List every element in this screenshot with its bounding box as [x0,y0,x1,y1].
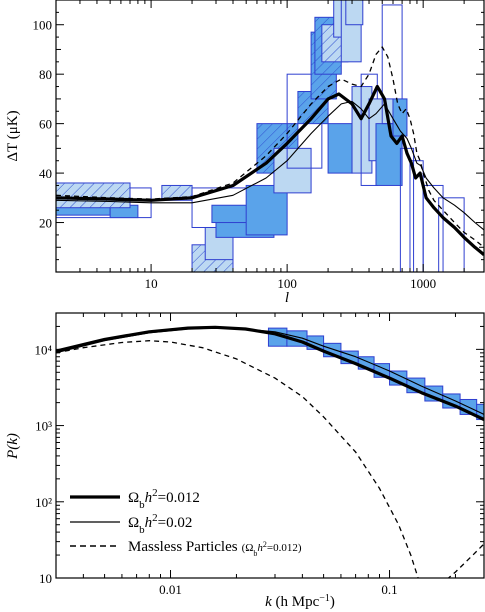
pk-legend: Ωbh2=0.012 Ωbh2=0.02 Massless Particles(… [70,487,302,558]
cmb-data-box [345,0,364,26]
pk-x-tick-label: 0.01 [159,582,182,597]
pk-ylabel: P(k) [5,433,21,460]
pk-x-tick-label: 0.1 [381,582,397,597]
pk-xlabel: k (h Mpc−1) [265,593,335,611]
cmb-x-tick-label: 1000 [410,276,436,291]
cmb-y-tick-label: 40 [39,166,52,181]
cmb-data-box [392,98,408,137]
legend-label-2: Ωbh2=0.02 [128,512,192,536]
pk-y-tick-label: 10² [35,495,52,510]
pk-model-curves [56,325,484,578]
cmb-y-tick-label: 100 [33,18,53,33]
cmb-y-tick-label: 60 [39,117,52,132]
pk-curve-thin [56,327,484,415]
cmb-curve-dashed [56,46,484,248]
pk-y-tick-label: 10 [39,571,52,586]
cmb-xlabel: l [285,290,289,306]
cmb-panel: 10 100 1000 20 40 60 80 100 l ΔT (μK) [5,0,485,306]
cmb-curve-thin [56,100,484,231]
legend-label-1: Ωbh2=0.012 [128,487,200,511]
legend-label-3: Massless Particles (Ωbh2=0.012) [128,539,302,558]
cmb-x-tick-label: 100 [277,276,297,291]
cmb-model-curves [56,46,484,256]
cmb-data-box [245,184,288,236]
cmb-x-tick-label: 10 [145,276,158,291]
cmb-ylabel: ΔT (μK) [5,110,21,161]
cmb-y-tick-label: 20 [39,216,52,231]
cmb-ticks: 10 100 1000 20 40 60 80 100 [33,0,484,291]
cmb-y-tick-label: 80 [39,67,52,82]
pk-ticks: 0.01 0.1 10 10² 10³ 10⁴ [34,312,484,597]
pk-curve-thick [56,325,484,421]
pk-y-tick-label: 10⁴ [34,342,52,357]
power-spectrum-panel: 0.01 0.1 10 10² 10³ 10⁴ k (h Mpc−1) P(k) Ωbh2… [5,312,485,611]
pk-axes-frame [55,312,485,579]
cmb-data-box [381,4,403,125]
cmb-data-box [422,184,444,272]
pk-y-tick-label: 10³ [35,419,52,434]
cmb-data-box [273,147,312,194]
cmb-curve-thick [56,84,484,256]
cmb-data-box [327,123,353,174]
